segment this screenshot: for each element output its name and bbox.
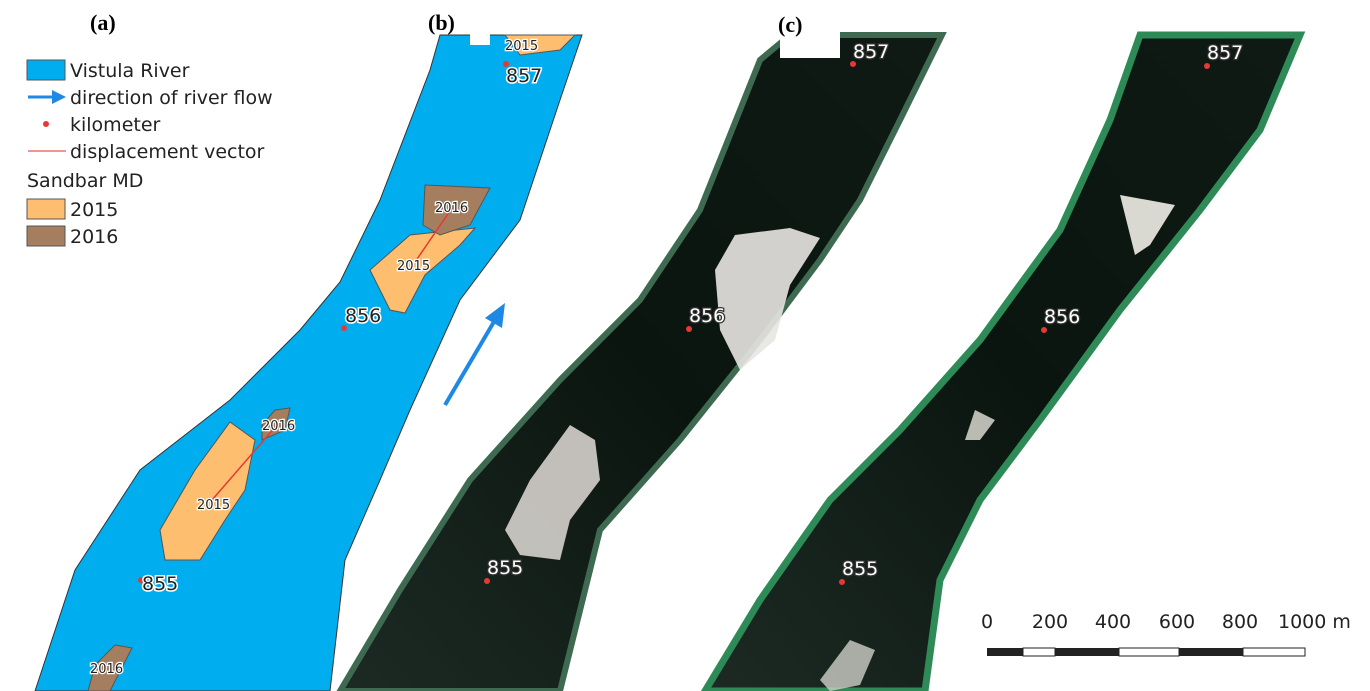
km-label: 856 xyxy=(1044,306,1080,328)
scale-label: 400 xyxy=(1095,611,1131,633)
sandbar-label: 2015 xyxy=(505,39,538,54)
km-label: 855 xyxy=(842,558,878,580)
scale-segment xyxy=(1023,648,1055,656)
km-label: 857 xyxy=(506,65,542,87)
scale-segment xyxy=(1179,648,1243,656)
legend-label: 2016 xyxy=(70,226,118,248)
scale-segment xyxy=(987,648,1023,656)
legend-2015-swatch xyxy=(27,199,65,219)
body: { "panels": {"a": "(a)", "b": "(b)", "c"… xyxy=(0,0,1370,691)
figure: 2015 2016 2015 2016 2015 2016 857 856 85… xyxy=(0,0,1370,691)
legend-river-swatch xyxy=(27,60,65,80)
inset-mask xyxy=(470,0,490,45)
legend-2016-swatch xyxy=(27,226,65,246)
legend-label: displacement vector xyxy=(70,141,265,163)
scale-segment xyxy=(1055,648,1119,656)
panel-label: (a) xyxy=(90,10,116,35)
flow-arrow xyxy=(445,320,495,405)
panel-label: (c) xyxy=(778,12,802,37)
legend-km-point xyxy=(43,121,49,127)
km-label: 857 xyxy=(853,41,889,63)
page: Sandbar displacement map body { margin: … xyxy=(0,0,1370,691)
sandbar-label: 2016 xyxy=(435,201,468,216)
sandbar-image xyxy=(715,228,820,370)
flow-arrow-head xyxy=(485,303,505,328)
scale-segment xyxy=(1119,648,1179,656)
legend-label: direction of river flow xyxy=(70,87,273,109)
sandbar-label: 2016 xyxy=(90,662,123,677)
km-label: 856 xyxy=(345,305,381,327)
legend-label: 2015 xyxy=(70,199,118,221)
scale-label: 800 xyxy=(1222,611,1258,633)
scale-segment xyxy=(1243,648,1305,656)
legend-group-title: Sandbar MD xyxy=(27,170,143,192)
sandbar-label: 2016 xyxy=(262,419,295,434)
km-label: 857 xyxy=(1207,42,1243,64)
scale-label: 0 xyxy=(981,611,993,633)
km-label: 855 xyxy=(487,557,523,579)
km-label: 855 xyxy=(142,573,178,595)
sandbar-label: 2015 xyxy=(197,498,230,513)
sandbar-label: 2015 xyxy=(397,259,430,274)
scale-label: 600 xyxy=(1159,611,1195,633)
panel-label: (b) xyxy=(428,10,455,35)
km-label: 856 xyxy=(689,305,725,327)
legend-label: kilometer xyxy=(70,114,161,136)
scale-label: 1000 m xyxy=(1278,611,1351,633)
scale-label: 200 xyxy=(1032,611,1068,633)
legend-arrow-head xyxy=(52,90,66,104)
legend-label: Vistula River xyxy=(70,60,190,82)
